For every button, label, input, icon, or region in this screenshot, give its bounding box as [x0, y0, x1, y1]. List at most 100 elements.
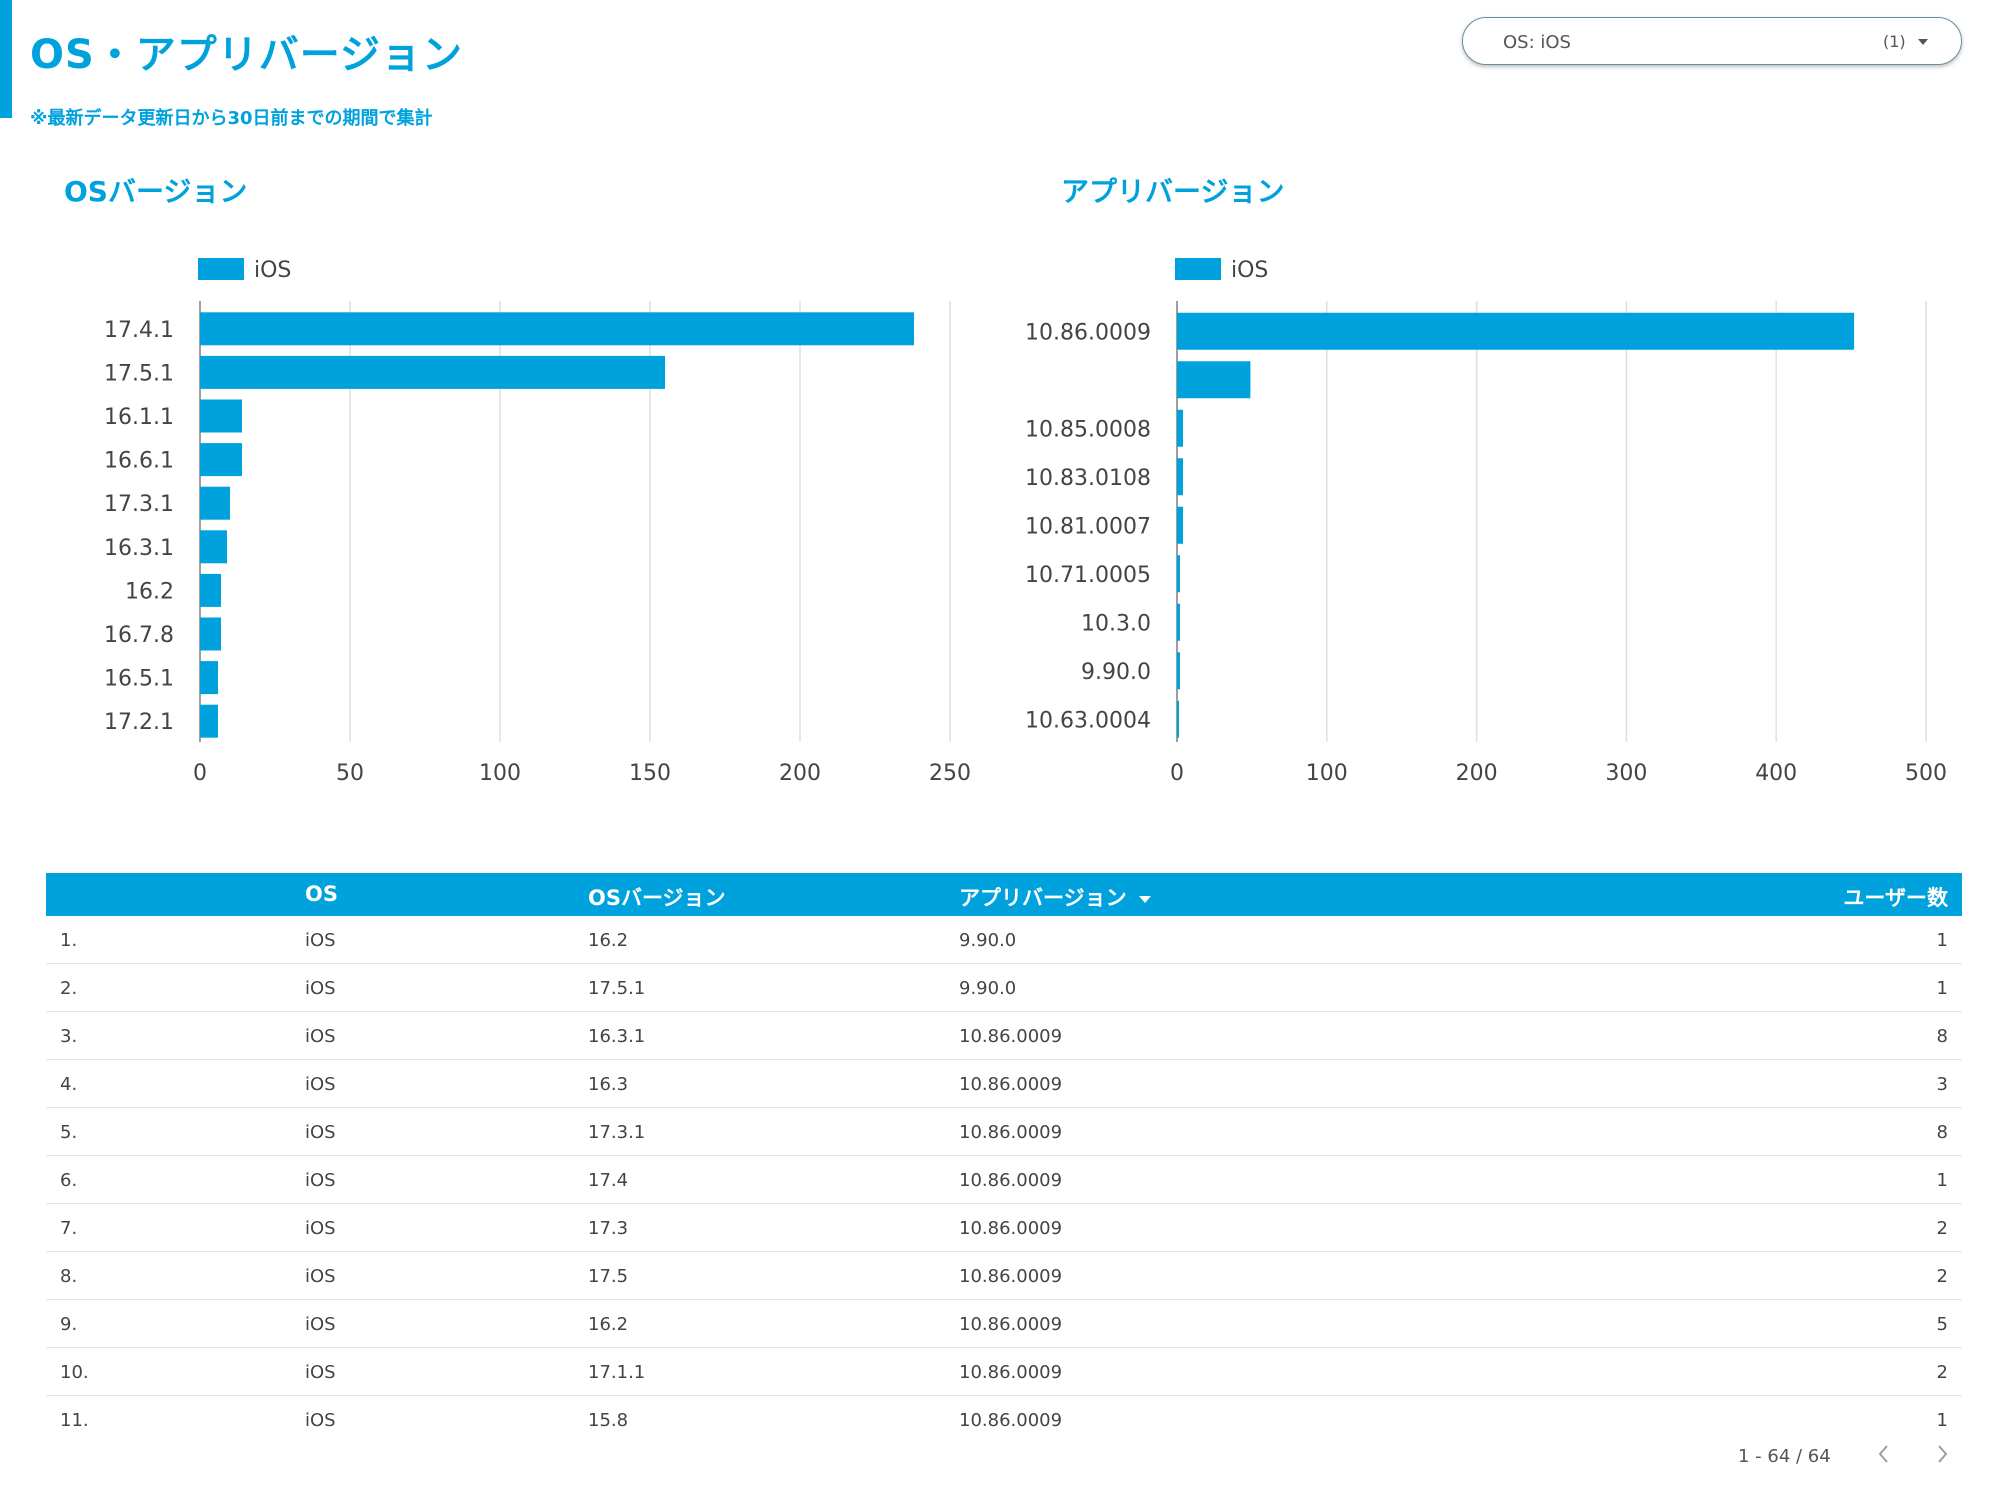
cell-user-count: 2 [1936, 1362, 1948, 1383]
x-tick-label: 0 [1170, 761, 1184, 786]
cell-os-version: 17.4 [588, 1170, 629, 1191]
bar[interactable] [200, 573, 221, 607]
x-tick-label: 100 [1306, 761, 1348, 786]
bar[interactable] [1177, 603, 1180, 641]
table-row[interactable]: 6. iOS 17.4 10.86.0009 1 [46, 1156, 1962, 1204]
cell-os-version: 17.3.1 [588, 1122, 646, 1143]
next-page-button[interactable] [1928, 1440, 1956, 1468]
chevron-right-icon [1938, 1445, 1948, 1463]
x-tick-label: 500 [1905, 761, 1947, 786]
cell-user-count: 1 [1936, 930, 1948, 951]
app-version-chart-title: アプリバージョン [1061, 175, 1285, 208]
os-version-chart-title: OSバージョン [64, 175, 248, 208]
y-tick-label: 10.86.0009 [1025, 320, 1151, 345]
cell-app-version: 10.86.0009 [959, 1122, 1063, 1143]
cell-index: 8. [60, 1266, 78, 1287]
table-row[interactable]: 5. iOS 17.3.1 10.86.0009 8 [46, 1108, 1962, 1156]
cell-index: 9. [60, 1314, 78, 1335]
table-row[interactable]: 4. iOS 16.3 10.86.0009 3 [46, 1060, 1962, 1108]
table-row[interactable]: 8. iOS 17.5 10.86.0009 2 [46, 1252, 1962, 1300]
y-tick-label: 10.63.0004 [1025, 708, 1151, 733]
bar[interactable] [1177, 700, 1179, 738]
column-header-user-count[interactable]: ユーザー数 [1843, 886, 1948, 910]
bar[interactable] [1177, 409, 1183, 447]
pagination-label: 1 - 64 / 64 [1738, 1446, 1831, 1467]
bar[interactable] [1177, 312, 1855, 350]
cell-os: iOS [305, 1362, 336, 1383]
chevron-left-icon [1878, 1445, 1888, 1463]
cell-user-count: 8 [1936, 1026, 1948, 1047]
legend-swatch [198, 258, 244, 280]
bar[interactable] [1177, 458, 1183, 496]
cell-app-version: 9.90.0 [959, 930, 1017, 951]
cell-index: 4. [60, 1074, 78, 1095]
bar[interactable] [1177, 555, 1180, 593]
cell-app-version: 10.86.0009 [959, 1170, 1063, 1191]
bar[interactable] [200, 443, 242, 477]
y-tick-label: 10.3.0 [1081, 611, 1151, 636]
cell-app-version: 10.86.0009 [959, 1314, 1063, 1335]
cell-os-version: 17.5.1 [588, 978, 646, 999]
y-tick-label: 16.1.1 [104, 405, 174, 430]
cell-os-version: 17.1.1 [588, 1362, 646, 1383]
table-row[interactable]: 1. iOS 16.2 9.90.0 1 [46, 916, 1962, 964]
cell-os: iOS [305, 930, 336, 951]
bar[interactable] [200, 312, 914, 346]
y-tick-label: 9.90.0 [1081, 660, 1151, 685]
cell-os: iOS [305, 1410, 336, 1431]
bar[interactable] [200, 399, 242, 433]
cell-os-version: 17.5 [588, 1266, 629, 1287]
filter-label: OS: iOS [1503, 32, 1571, 53]
bar[interactable] [1177, 361, 1251, 399]
column-header-app-version[interactable]: アプリバージョン [959, 882, 1151, 912]
x-tick-label: 200 [1456, 761, 1498, 786]
y-tick-label: 16.5.1 [104, 667, 174, 692]
table-row[interactable]: 11. iOS 15.8 10.86.0009 1 [46, 1396, 1962, 1443]
sort-desc-icon[interactable] [1138, 895, 1151, 903]
bar[interactable] [1177, 506, 1183, 544]
bar[interactable] [1177, 652, 1180, 690]
column-header-os-version[interactable]: OSバージョン [588, 886, 726, 910]
table-header: OS OSバージョン アプリバージョン ユーザー数 [46, 873, 1962, 916]
y-tick-label: 16.3.1 [104, 536, 174, 561]
cell-os: iOS [305, 1170, 336, 1191]
bar[interactable] [200, 617, 221, 651]
table-row[interactable]: 10. iOS 17.1.1 10.86.0009 2 [46, 1348, 1962, 1396]
cell-index: 11. [60, 1410, 89, 1431]
cell-user-count: 1 [1936, 1170, 1948, 1191]
bar[interactable] [200, 355, 665, 389]
cell-index: 1. [60, 930, 78, 951]
app-chart-legend: iOS [1175, 258, 1268, 283]
y-tick-label: 10.81.0007 [1025, 514, 1151, 539]
page-title: OS・アプリバージョン [30, 32, 464, 78]
table-row[interactable]: 2. iOS 17.5.1 9.90.0 1 [46, 964, 1962, 1012]
bar[interactable] [200, 486, 230, 520]
cell-app-version: 10.86.0009 [959, 1074, 1063, 1095]
y-tick-label: 10.83.0108 [1025, 466, 1151, 491]
cell-os: iOS [305, 1122, 336, 1143]
cell-os: iOS [305, 1074, 336, 1095]
y-tick-label: 16.6.1 [104, 449, 174, 474]
cell-os-version: 16.2 [588, 1314, 629, 1335]
x-tick-label: 250 [929, 761, 971, 786]
cell-os: iOS [305, 1218, 336, 1239]
bar[interactable] [200, 661, 218, 695]
table-row[interactable]: 9. iOS 16.2 10.86.0009 5 [46, 1300, 1962, 1348]
y-tick-label: 17.5.1 [104, 361, 174, 386]
cell-app-version: 10.86.0009 [959, 1410, 1063, 1431]
column-header-os[interactable]: OS [305, 882, 338, 906]
y-tick-label: 17.4.1 [104, 318, 174, 343]
bar[interactable] [200, 704, 218, 738]
table-row[interactable]: 7. iOS 17.3 10.86.0009 2 [46, 1204, 1962, 1252]
dropdown-caret-icon[interactable] [1918, 39, 1928, 45]
cell-index: 6. [60, 1170, 78, 1191]
os-chart-legend: iOS [198, 258, 291, 283]
cell-os: iOS [305, 978, 336, 999]
bar[interactable] [200, 530, 227, 564]
previous-page-button[interactable] [1870, 1440, 1898, 1468]
table-row[interactable]: 3. iOS 16.3.1 10.86.0009 8 [46, 1012, 1962, 1060]
cell-os-version: 16.2 [588, 930, 629, 951]
os-filter-control[interactable]: OS: iOS (1) [1462, 17, 1962, 65]
x-tick-label: 400 [1755, 761, 1797, 786]
cell-app-version: 10.86.0009 [959, 1362, 1063, 1383]
